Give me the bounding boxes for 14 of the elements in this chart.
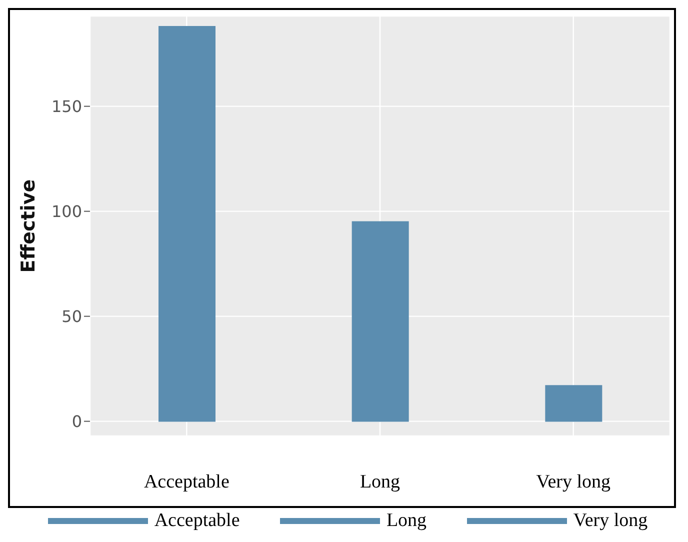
x-tick-label: Acceptable: [144, 471, 230, 492]
category-label: Very long: [573, 510, 648, 531]
y-tick-label: 50: [62, 306, 82, 326]
y-tick-label: 100: [51, 202, 82, 221]
y-axis-title: Effective: [18, 179, 40, 273]
x-tick-label: Very long: [536, 471, 612, 492]
bar: [352, 221, 409, 422]
bar: [545, 385, 602, 422]
category-label: Long: [386, 510, 427, 531]
y-tick-label: 150: [51, 96, 82, 116]
bar: [158, 26, 216, 422]
x-tick-label: Long: [360, 471, 401, 492]
y-tick-label: 0: [72, 412, 82, 431]
category-label: Acceptable: [154, 510, 240, 531]
